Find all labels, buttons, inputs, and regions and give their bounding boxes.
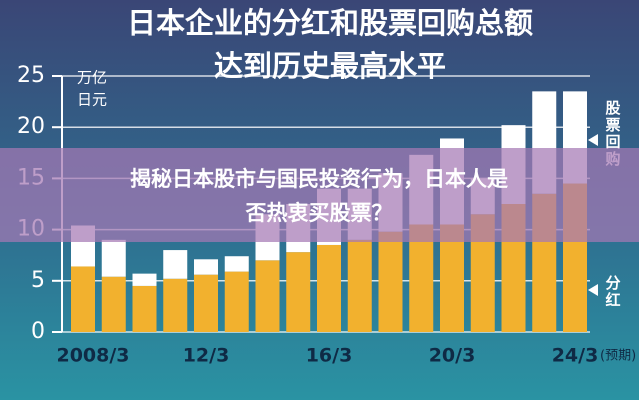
y-tick-label: 20 bbox=[17, 114, 45, 139]
x-tick-label: 16/3 bbox=[306, 345, 353, 367]
x-annotation: (预期) bbox=[600, 349, 636, 364]
bar-segment bbox=[286, 252, 311, 332]
bar-segment bbox=[378, 231, 403, 332]
overlay-text: 揭秘日本股市与国民投资行为，日本人是 bbox=[130, 167, 508, 191]
bar-segment bbox=[409, 224, 434, 332]
bar-segment bbox=[194, 259, 218, 275]
overlay-banner bbox=[0, 148, 639, 242]
overlay-text: 否热衷买股票？ bbox=[246, 201, 393, 225]
bar-segment bbox=[101, 276, 126, 332]
bar-segment bbox=[440, 224, 464, 332]
legend-pointer bbox=[588, 284, 598, 296]
y-tick-label: 0 bbox=[31, 319, 45, 344]
bar-segment bbox=[194, 274, 218, 332]
bar-segment bbox=[317, 244, 341, 332]
bar-segment bbox=[71, 266, 95, 332]
y-tick-label: 5 bbox=[31, 268, 45, 293]
bar-segment bbox=[163, 278, 188, 332]
bar-segment bbox=[224, 256, 249, 272]
y-tick-label: 25 bbox=[17, 63, 45, 88]
x-tick-label: 2008/3 bbox=[56, 345, 129, 367]
bar-segment bbox=[224, 271, 249, 332]
x-tick-label: 20/3 bbox=[429, 345, 476, 367]
bar-segment bbox=[163, 250, 188, 279]
bar-segment bbox=[101, 239, 126, 277]
chart-subtitle: 达到历史最高水平 bbox=[214, 49, 446, 83]
bar-segment bbox=[132, 285, 157, 332]
chart-title: 日本企业的分红和股票回购总额 bbox=[127, 6, 533, 40]
x-tick-label: 12/3 bbox=[183, 345, 230, 367]
x-tick-label: 24/3 bbox=[552, 345, 599, 367]
bar-segment bbox=[132, 273, 157, 286]
y-unit: 日元 bbox=[77, 91, 107, 109]
bar-segment bbox=[255, 260, 280, 332]
bar-segment bbox=[347, 239, 372, 332]
y-unit: 万亿 bbox=[77, 69, 107, 87]
legend-label: 分红 bbox=[604, 275, 622, 309]
legend-pointer bbox=[588, 134, 598, 146]
